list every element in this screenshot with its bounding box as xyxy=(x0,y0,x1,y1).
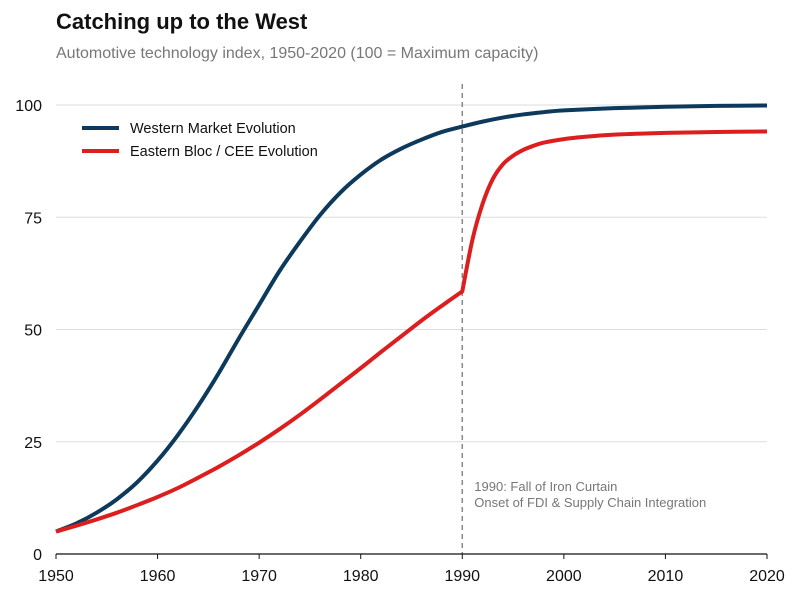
series-line-0 xyxy=(55,103,768,534)
y-tick-label-25: 25 xyxy=(24,435,42,452)
annotation-group: 1990: Fall of Iron Curtain Onset of FDI … xyxy=(461,84,706,554)
annotation-label-line-1: 1990: Fall of Iron Curtain xyxy=(474,479,617,494)
y-tick-label-100: 100 xyxy=(15,98,42,115)
annotation-label-line-2: Onset of FDI & Supply Chain Integration xyxy=(474,495,706,510)
legend-label-eastern: Eastern Bloc / CEE Evolution xyxy=(130,144,318,160)
x-tick-label-1970: 1970 xyxy=(241,568,277,585)
series-layer xyxy=(55,103,768,534)
x-tick-label-2020: 2020 xyxy=(749,568,785,585)
x-tick-label-1990: 1990 xyxy=(444,568,480,585)
x-tick-label-1950: 1950 xyxy=(38,568,74,585)
y-tick-label-0: 0 xyxy=(33,547,42,564)
x-tick-label-1980: 1980 xyxy=(343,568,379,585)
x-tick-label-2010: 2010 xyxy=(648,568,684,585)
y-tick-label-75: 75 xyxy=(24,210,42,227)
y-tick-label-50: 50 xyxy=(24,323,42,340)
series-line-1 xyxy=(55,129,768,534)
axes: 0 25 50 75 100 1950 1960 1970 1980 1990 2000 2010 20… xyxy=(15,98,785,585)
x-tick-label-2000: 2000 xyxy=(546,568,582,585)
x-tick-label-1960: 1960 xyxy=(140,568,176,585)
legend: Western Market Evolution Eastern Bloc / … xyxy=(82,121,318,160)
legend-label-western: Western Market Evolution xyxy=(130,121,296,137)
chart-title: Catching up to the West xyxy=(56,9,308,34)
chart-subtitle: Automotive technology index, 1950-2020 (… xyxy=(56,45,539,62)
